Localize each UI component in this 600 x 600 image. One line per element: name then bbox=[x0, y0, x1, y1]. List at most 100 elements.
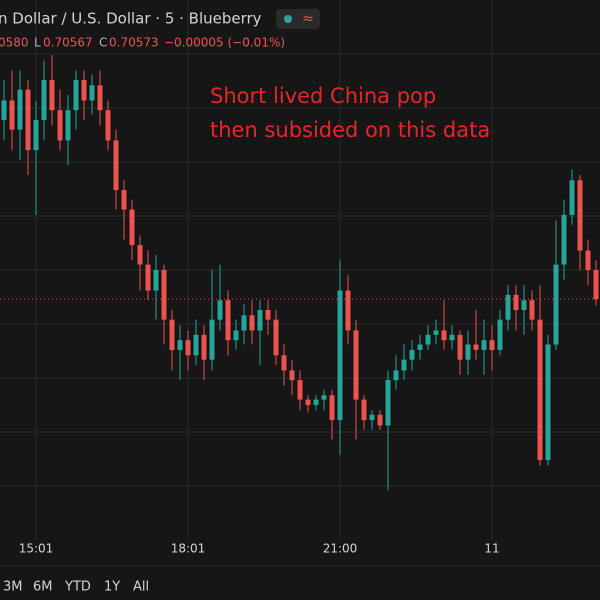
candle-body bbox=[281, 355, 287, 371]
annotation: Short lived China pop bbox=[210, 84, 436, 108]
candle-body bbox=[265, 309, 271, 320]
candle-body bbox=[73, 79, 79, 111]
candle-body bbox=[441, 330, 447, 341]
candle-body bbox=[233, 330, 239, 341]
candle-body bbox=[105, 110, 111, 141]
candle-body bbox=[537, 319, 543, 461]
candle-body bbox=[17, 89, 23, 130]
candle-body bbox=[145, 264, 151, 291]
candle-body bbox=[337, 290, 343, 421]
x-tick-label: 18:01 bbox=[171, 542, 206, 556]
range-button[interactable]: All bbox=[133, 580, 149, 595]
candle-body bbox=[449, 334, 455, 341]
low-label: L bbox=[34, 36, 41, 50]
candle-body bbox=[177, 340, 183, 350]
candle-body bbox=[137, 245, 143, 265]
candle-body bbox=[513, 294, 519, 310]
candle-body bbox=[425, 334, 431, 345]
close-value: 0.70573 bbox=[109, 36, 159, 50]
candle-body bbox=[473, 344, 479, 350]
candle-body bbox=[393, 370, 399, 381]
candle-body bbox=[185, 340, 191, 356]
candle-body bbox=[561, 214, 567, 265]
candle-body bbox=[289, 370, 295, 381]
x-tick-label: 11 bbox=[484, 542, 499, 556]
candle-body bbox=[129, 209, 135, 246]
candle-body bbox=[457, 334, 463, 360]
candle-body bbox=[225, 300, 231, 341]
range-bar: 3M 6M YTD 1Y All bbox=[3, 580, 149, 595]
candle-body bbox=[385, 380, 391, 426]
candle-body bbox=[249, 315, 255, 331]
candle-body bbox=[1, 100, 7, 120]
candle-body bbox=[345, 290, 351, 331]
candle-body bbox=[545, 344, 551, 461]
candle-body bbox=[433, 330, 439, 335]
close-label: C bbox=[99, 36, 107, 50]
candle-body bbox=[121, 190, 127, 210]
x-tick-label: 15:01 bbox=[19, 542, 54, 556]
candle-body bbox=[505, 294, 511, 320]
candle-body bbox=[377, 414, 383, 426]
candle-body bbox=[329, 395, 335, 421]
chart-title: n Dollar / U.S. Dollar · 5 · Blueberry bbox=[0, 10, 262, 28]
candle-body bbox=[25, 89, 31, 151]
open-value: 0580 bbox=[0, 36, 29, 50]
range-button[interactable]: 1Y bbox=[104, 580, 120, 595]
candle-body bbox=[489, 340, 495, 350]
candle-body bbox=[465, 344, 471, 360]
range-button[interactable]: 6M bbox=[33, 580, 53, 595]
candle-body bbox=[353, 330, 359, 400]
range-button[interactable]: 3M bbox=[3, 580, 23, 595]
candle-body bbox=[241, 315, 247, 331]
candle-body bbox=[41, 79, 47, 120]
annotation: then subsided on this data bbox=[210, 118, 490, 142]
candle-body bbox=[577, 180, 583, 251]
change-value: −0.00005 (−0.01%) bbox=[164, 36, 285, 50]
candle-body bbox=[521, 300, 527, 310]
candle-body bbox=[305, 399, 311, 405]
candle-body bbox=[409, 349, 415, 360]
status-badge bbox=[276, 9, 320, 29]
candle-body bbox=[97, 85, 103, 111]
candle-body bbox=[313, 399, 319, 405]
labels: 15:01 18:01 21:00 11 bbox=[19, 542, 500, 556]
range-button[interactable]: YTD bbox=[64, 580, 91, 595]
candle-body bbox=[193, 334, 199, 356]
candle-body bbox=[49, 79, 55, 111]
candle-body bbox=[161, 270, 167, 320]
status-icon: ≈ bbox=[302, 11, 314, 27]
candle-body bbox=[201, 334, 207, 360]
candle-body bbox=[585, 250, 591, 270]
candle-body bbox=[529, 300, 535, 320]
candle-body bbox=[417, 344, 423, 350]
candle-body bbox=[361, 399, 367, 421]
candle-body bbox=[369, 414, 375, 421]
candle-body bbox=[113, 140, 119, 191]
candle-body bbox=[33, 119, 39, 151]
candle-body bbox=[81, 79, 87, 101]
candle-body bbox=[569, 180, 575, 215]
candle-body bbox=[321, 395, 327, 400]
status-dot bbox=[284, 15, 292, 23]
candle-body bbox=[89, 85, 95, 101]
candle-body bbox=[169, 319, 175, 350]
candle-body bbox=[153, 270, 159, 291]
candle-body bbox=[401, 359, 407, 371]
candle-body bbox=[217, 300, 223, 320]
x-tick-label: 21:00 bbox=[323, 542, 358, 556]
candle-body bbox=[65, 110, 71, 141]
candle-body bbox=[481, 340, 487, 350]
candle-body bbox=[9, 100, 15, 130]
candle-body bbox=[273, 319, 279, 356]
candle-body bbox=[57, 110, 63, 141]
candle-body bbox=[257, 309, 263, 331]
candle-body bbox=[593, 270, 599, 300]
low-value: 0.70567 bbox=[43, 36, 93, 50]
candle-body bbox=[553, 264, 559, 345]
candle-body bbox=[297, 380, 303, 400]
plot bbox=[0, 55, 600, 491]
candle-body bbox=[209, 319, 215, 360]
candle-body bbox=[497, 319, 503, 350]
